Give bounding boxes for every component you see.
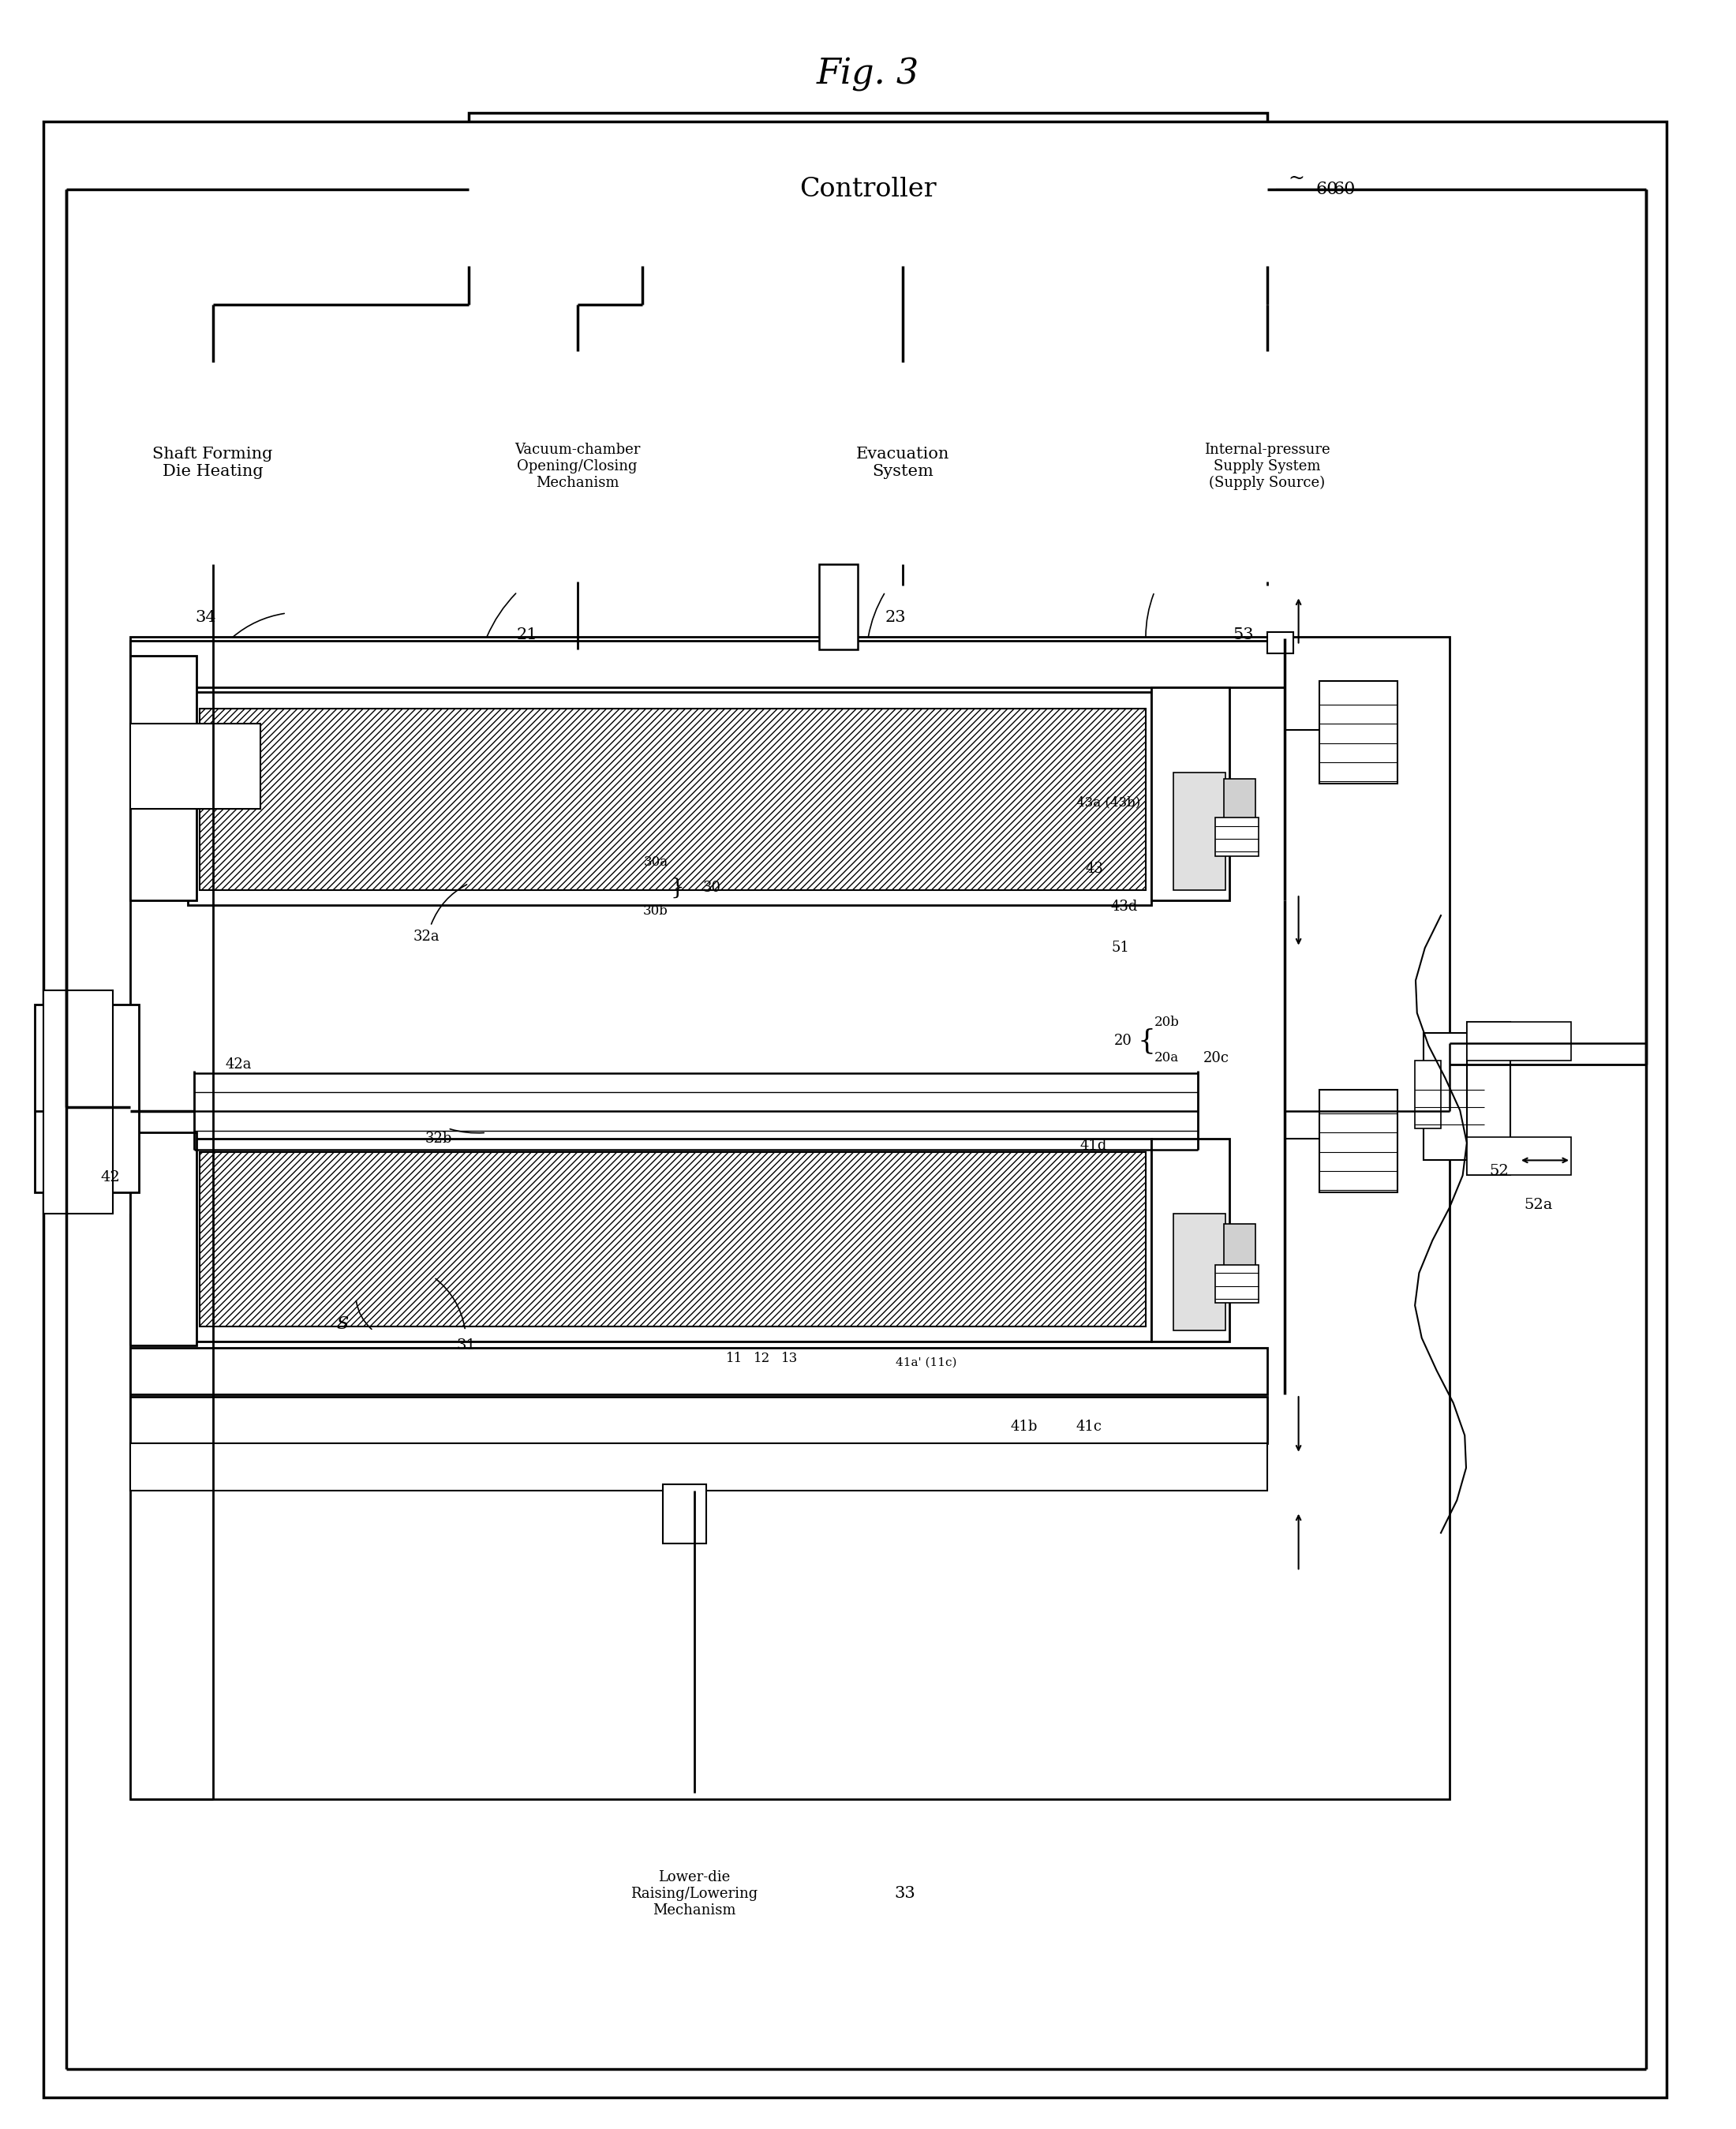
Text: 60: 60 — [1333, 181, 1356, 198]
Text: 21: 21 — [517, 626, 538, 643]
Bar — [200, 1152, 1146, 1326]
Text: Lower-die
Raising/Lowering
Mechanism: Lower-die Raising/Lowering Mechanism — [630, 1869, 759, 1918]
Text: Internal-pressure
Supply System
(Supply Source): Internal-pressure Supply System (Supply … — [1205, 443, 1330, 490]
Text: 41c: 41c — [1076, 1420, 1102, 1433]
Text: 53: 53 — [1233, 626, 1253, 643]
Text: 51: 51 — [1111, 941, 1128, 954]
Text: 20b: 20b — [1154, 1016, 1179, 1028]
Text: 30b: 30b — [644, 905, 668, 918]
Bar — [1319, 1090, 1397, 1192]
Bar — [187, 692, 1151, 905]
Bar — [130, 641, 1285, 688]
Text: 31: 31 — [457, 1339, 476, 1352]
Text: 52a: 52a — [1524, 1199, 1554, 1211]
Bar — [1085, 351, 1450, 581]
Bar — [35, 1005, 139, 1192]
Bar — [512, 1793, 877, 1995]
Bar — [663, 1484, 707, 1544]
Text: 41b: 41b — [1010, 1420, 1038, 1433]
Text: 20: 20 — [1115, 1035, 1132, 1047]
Bar — [1224, 1224, 1255, 1288]
Text: 60: 60 — [1316, 181, 1338, 198]
Bar — [1467, 1022, 1571, 1060]
Bar — [1174, 1214, 1226, 1331]
Bar — [130, 1443, 1267, 1490]
Bar — [1319, 681, 1397, 783]
Bar — [1215, 1265, 1259, 1303]
Bar — [819, 564, 858, 649]
Bar — [417, 351, 738, 581]
Text: 34: 34 — [194, 609, 217, 626]
Text: {: { — [1137, 1028, 1154, 1054]
Text: S: S — [337, 1316, 349, 1333]
Text: ~: ~ — [1288, 170, 1304, 187]
Bar — [1467, 1137, 1571, 1175]
Bar — [43, 990, 113, 1214]
Text: Evacuation
System: Evacuation System — [856, 447, 950, 479]
Text: 43d: 43d — [1111, 901, 1139, 913]
Bar — [200, 709, 1146, 890]
Bar — [1151, 688, 1229, 901]
Text: 13: 13 — [781, 1352, 799, 1365]
Text: 33: 33 — [894, 1886, 915, 1901]
Text: 20a: 20a — [1154, 1052, 1179, 1064]
Text: 32b: 32b — [425, 1133, 453, 1145]
Text: Shaft Forming
Die Heating: Shaft Forming Die Heating — [153, 447, 273, 479]
Bar — [187, 1139, 1151, 1341]
Bar — [1424, 1033, 1484, 1160]
Bar — [130, 637, 1450, 1799]
Bar — [790, 362, 1016, 564]
Text: 30a: 30a — [644, 856, 668, 869]
Bar — [130, 724, 260, 809]
Bar — [469, 113, 1267, 266]
Text: 20c: 20c — [1203, 1052, 1229, 1064]
Text: 32a: 32a — [413, 930, 439, 943]
Text: Controller: Controller — [800, 177, 936, 202]
Bar — [1267, 632, 1293, 654]
Text: 41d: 41d — [1080, 1139, 1108, 1152]
Text: 30: 30 — [703, 881, 720, 894]
Text: 23: 23 — [885, 609, 906, 626]
Text: Vacuum-chamber
Opening/Closing
Mechanism: Vacuum-chamber Opening/Closing Mechanism — [514, 443, 641, 490]
Text: 12: 12 — [753, 1352, 771, 1365]
Bar — [1415, 1060, 1441, 1128]
Text: }: } — [670, 877, 684, 898]
Bar — [130, 656, 196, 901]
Bar — [1224, 779, 1255, 843]
Text: 52: 52 — [1489, 1165, 1509, 1177]
Text: 42: 42 — [101, 1171, 120, 1184]
Text: 43: 43 — [1085, 862, 1102, 875]
Bar — [1174, 773, 1226, 890]
Text: 41a' (11c): 41a' (11c) — [896, 1356, 957, 1369]
Text: 43a (43b): 43a (43b) — [1076, 796, 1141, 809]
Bar — [1467, 1022, 1510, 1175]
Bar — [69, 362, 356, 564]
Bar — [130, 1397, 1267, 1443]
Bar — [130, 1348, 1267, 1394]
Text: 11: 11 — [726, 1352, 743, 1365]
Text: 42a: 42a — [226, 1058, 252, 1071]
Bar — [1151, 1139, 1229, 1341]
Bar — [1215, 818, 1259, 856]
Text: Fig. 3: Fig. 3 — [816, 57, 920, 92]
Bar — [130, 1133, 196, 1346]
